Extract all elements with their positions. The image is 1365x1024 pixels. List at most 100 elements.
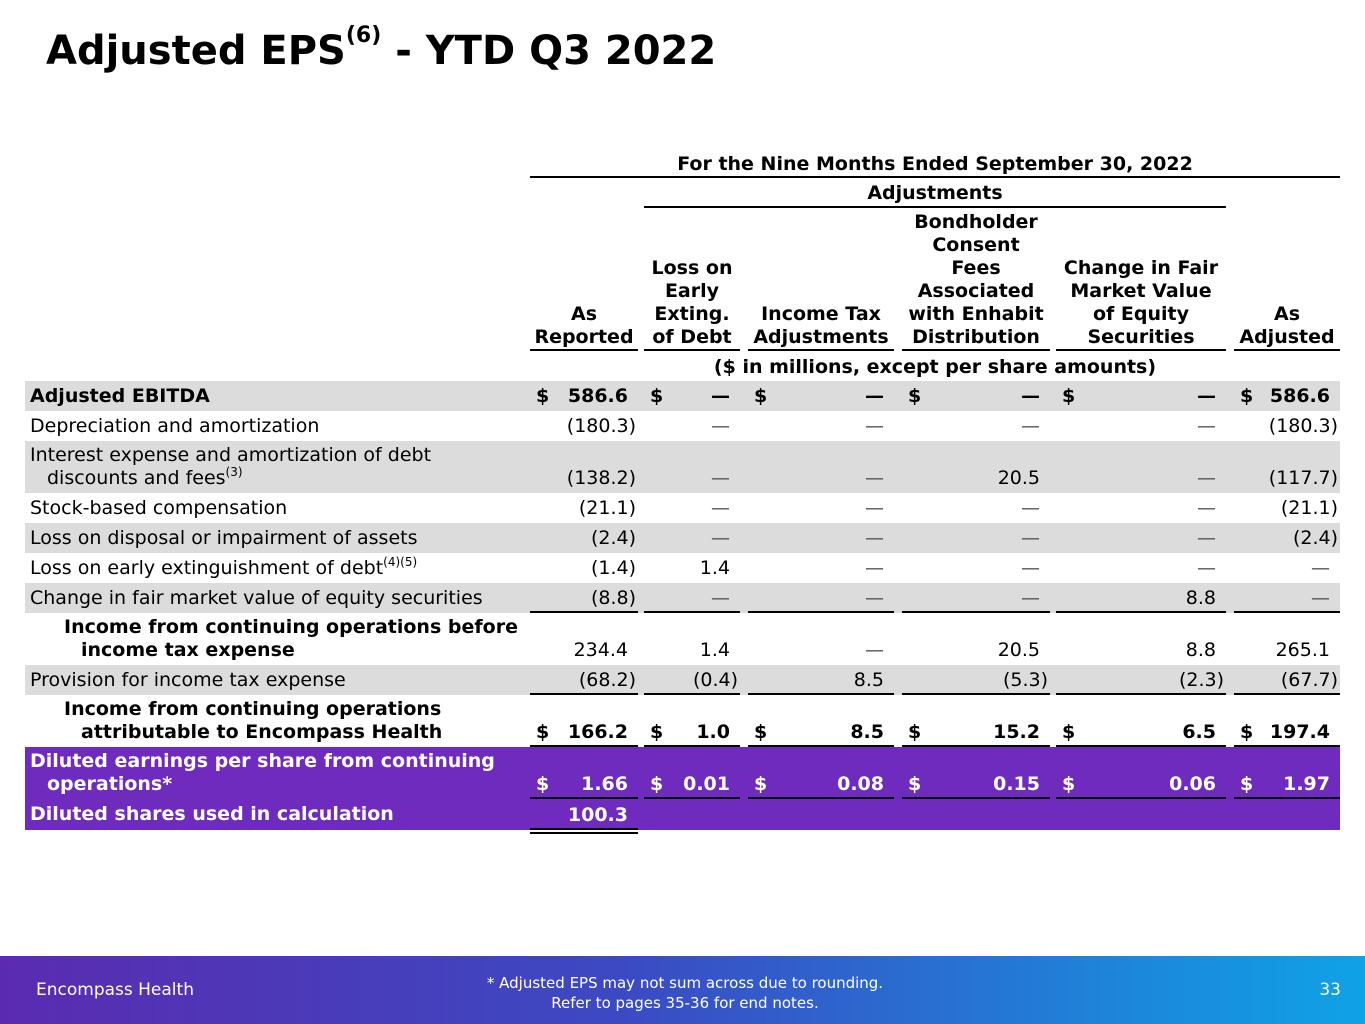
table-row: Adjusted EBITDA (25, 381, 1340, 411)
sum-rule (530, 832, 638, 834)
table-row: Income from continuing operations before… (25, 613, 1340, 665)
table-cell: 197.4 (1269, 721, 1330, 743)
sum-rule (902, 745, 1050, 747)
sum-rule (902, 797, 1050, 799)
table-row-diluted-shares: Diluted shares used in calculation (25, 799, 1340, 830)
table-row: Interest expense and amortization of deb… (25, 441, 1340, 493)
sum-rule (530, 828, 638, 830)
table-cell: — (1197, 557, 1216, 579)
sum-rule (1056, 797, 1226, 799)
table-cell: — (1197, 385, 1216, 407)
currency-symbol: $ (908, 721, 922, 743)
table-cell: 586.6 (567, 385, 628, 407)
table-row: Change in fair market value of equity se… (25, 583, 1340, 613)
table-cell: 100.3 (567, 804, 628, 826)
footer-brand: Encompass Health (36, 980, 194, 1000)
currency-symbol: $ (754, 773, 768, 795)
adjustments-header: Adjustments (644, 180, 1226, 208)
table-cell: (117.7) (1268, 467, 1338, 489)
currency-symbol: $ (536, 721, 550, 743)
table-cell: — (711, 385, 730, 407)
sum-rule (530, 745, 638, 747)
row-label: Income from continuing operations before… (64, 616, 518, 661)
table-row: Income from continuing operations attrib… (25, 695, 1340, 747)
sum-rule (644, 693, 740, 695)
sum-rule (1056, 693, 1226, 695)
col-header-rule (748, 349, 894, 351)
sum-rule (748, 611, 894, 613)
table-cell: (21.1) (1280, 497, 1338, 519)
table-cell: 265.1 (1275, 639, 1330, 661)
table-cell: — (1021, 557, 1040, 579)
table-cell: 1.4 (699, 639, 730, 661)
table-cell: 0.15 (993, 773, 1040, 795)
table-cell: 1.97 (1283, 773, 1330, 795)
currency-symbol: $ (1240, 721, 1254, 743)
table-cell: 8.8 (1185, 587, 1216, 609)
currency-symbol: $ (1240, 385, 1254, 407)
sum-rule (1234, 797, 1340, 799)
col-header-loss-early-exting: Loss on Early Exting. of Debt (651, 257, 733, 348)
table-cell: (180.3) (566, 415, 636, 437)
table-cell: — (1197, 467, 1216, 489)
footer-note: * Adjusted EPS may not sum across due to… (486, 974, 884, 1012)
table-cell: (180.3) (1268, 415, 1338, 437)
sum-rule (902, 693, 1050, 695)
col-header-rule (902, 349, 1050, 351)
currency-symbol: $ (1062, 721, 1076, 743)
sum-rule (748, 797, 894, 799)
table-row: Stock-based compensation (25, 493, 1340, 523)
table-cell: 0.06 (1169, 773, 1216, 795)
currency-symbol: $ (754, 721, 768, 743)
table-cell: (2.3) (1178, 669, 1224, 691)
currency-symbol: $ (1240, 773, 1254, 795)
sum-rule (1056, 745, 1226, 747)
table-cell: — (865, 385, 884, 407)
footer-bar: Encompass Health * Adjusted EPS may not … (0, 956, 1365, 1024)
sum-rule (644, 797, 740, 799)
sum-rule (902, 611, 1050, 613)
sum-rule (644, 745, 740, 747)
row-label: Adjusted EBITDA (30, 385, 210, 407)
table-cell: — (865, 497, 884, 519)
table-cell: — (1197, 497, 1216, 519)
currency-symbol: $ (536, 773, 550, 795)
table-cell: 6.5 (1182, 721, 1216, 743)
table-cell: (2.4) (590, 527, 636, 549)
table-row: Loss on disposal or impairment of assets (25, 523, 1340, 553)
row-label: Provision for income tax expense (30, 669, 346, 691)
currency-symbol: $ (650, 721, 664, 743)
row-label: Stock-based compensation (30, 497, 288, 519)
table-cell: 8.8 (1185, 639, 1216, 661)
col-header-bondholder-fees: Bondholder Consent Fees Associated with Enha… (908, 211, 1044, 348)
units-note: ($ in millions, except per share amounts… (713, 356, 1157, 378)
table-cell: — (711, 497, 730, 519)
table-cell: — (1311, 587, 1330, 609)
table-cell: 586.6 (1269, 385, 1330, 407)
table-cell: 234.4 (573, 639, 628, 661)
table-cell: (0.4) (692, 669, 738, 691)
table-cell: 0.01 (683, 773, 730, 795)
table-cell: (21.1) (578, 497, 636, 519)
table-cell: — (1021, 527, 1040, 549)
sum-rule (644, 611, 740, 613)
table-row: Loss on early extinguishment of debt(4)(… (25, 553, 1340, 583)
currency-symbol: $ (536, 385, 550, 407)
col-header-rule (1234, 349, 1340, 351)
currency-symbol: $ (754, 385, 768, 407)
sum-rule (748, 745, 894, 747)
table-cell: 20.5 (997, 639, 1040, 661)
table-cell: — (865, 557, 884, 579)
table-cell: (138.2) (566, 467, 636, 489)
table-row: Depreciation and amortization (25, 411, 1340, 441)
table-cell: (5.3) (1002, 669, 1048, 691)
table-cell: — (865, 415, 884, 437)
table-cell: 15.2 (993, 721, 1040, 743)
row-label: Interest expense and amortization of deb… (30, 444, 432, 489)
table-row: Provision for income tax expense (25, 665, 1340, 695)
table-cell: 0.08 (837, 773, 884, 795)
sum-rule (1234, 611, 1340, 613)
table-cell: — (1197, 527, 1216, 549)
table-cell: — (711, 527, 730, 549)
col-header-income-tax: Income Tax Adjustments (753, 303, 889, 348)
